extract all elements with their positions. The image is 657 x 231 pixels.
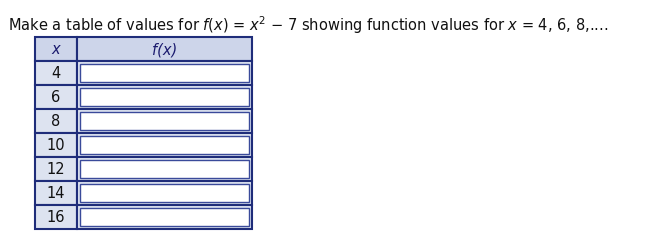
Bar xyxy=(35,38,77,62)
Bar xyxy=(35,86,77,109)
Text: 10: 10 xyxy=(47,138,65,153)
Text: 12: 12 xyxy=(47,162,65,177)
Text: 14: 14 xyxy=(47,186,65,201)
Bar xyxy=(35,109,77,134)
Text: 8: 8 xyxy=(51,114,60,129)
Bar xyxy=(77,134,252,157)
Bar xyxy=(77,109,252,134)
Bar xyxy=(35,205,77,229)
Bar xyxy=(77,181,252,205)
Bar xyxy=(80,112,249,131)
Text: f(x): f(x) xyxy=(152,42,177,57)
Bar xyxy=(80,89,249,106)
Bar xyxy=(77,86,252,109)
Bar xyxy=(77,38,252,62)
Text: 16: 16 xyxy=(47,210,65,225)
Bar xyxy=(77,157,252,181)
Text: x: x xyxy=(52,42,60,57)
Bar xyxy=(80,160,249,178)
Bar xyxy=(35,134,77,157)
Bar xyxy=(35,181,77,205)
Bar xyxy=(35,157,77,181)
Bar xyxy=(80,184,249,202)
Bar xyxy=(80,137,249,154)
Text: 6: 6 xyxy=(51,90,60,105)
Bar xyxy=(77,62,252,86)
Text: 4: 4 xyxy=(51,66,60,81)
Bar xyxy=(80,65,249,83)
Text: Make a table of values for $f(x)$ = $x^2$ $-$ 7 showing function values for $x$ : Make a table of values for $f(x)$ = $x^2… xyxy=(8,14,608,36)
Bar xyxy=(80,208,249,226)
Bar xyxy=(35,62,77,86)
Bar xyxy=(77,205,252,229)
